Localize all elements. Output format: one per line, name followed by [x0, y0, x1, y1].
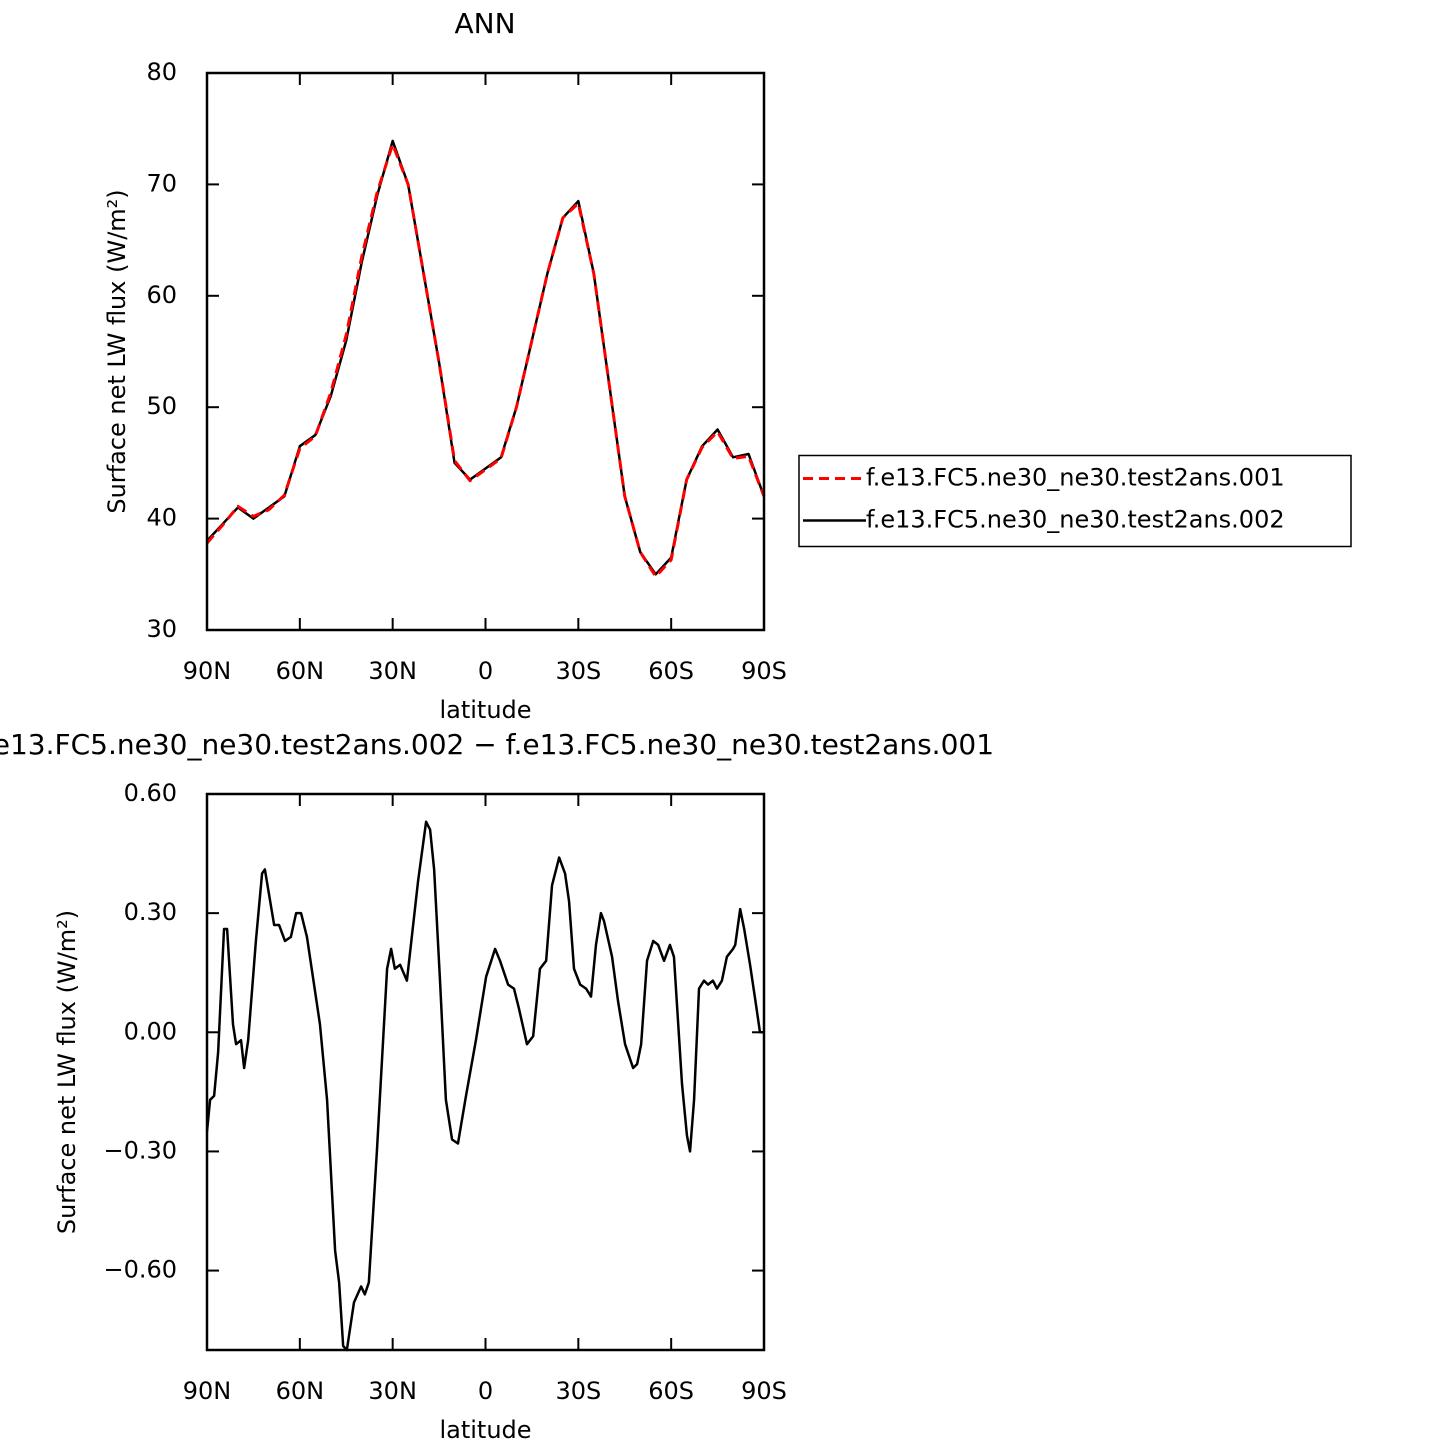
x-axis-label: latitude	[439, 1416, 531, 1444]
x-tick-label: 60N	[276, 1377, 325, 1405]
x-axis-label: latitude	[439, 696, 531, 724]
x-tick-label: 60S	[648, 1377, 694, 1405]
x-tick-label: 30S	[555, 1377, 601, 1405]
y-tick-label: 50	[146, 392, 177, 420]
x-tick-label: 30N	[368, 657, 417, 685]
y-axis-label: Surface net LW flux (W/m²)	[103, 189, 131, 513]
y-tick-label: 40	[146, 504, 177, 532]
y-tick-label: 0.30	[124, 898, 177, 926]
y-tick-label: 0.00	[124, 1017, 177, 1045]
y-tick-label: 80	[146, 58, 177, 86]
y-axis-label: Surface net LW flux (W/m²)	[53, 910, 81, 1234]
x-tick-label: 90N	[183, 657, 232, 685]
y-tick-label: 30	[146, 615, 177, 643]
y-tick-label: −0.30	[103, 1136, 177, 1164]
legend-label: f.e13.FC5.ne30_ne30.test2ans.002	[866, 506, 1285, 534]
x-tick-label: 30N	[368, 1377, 417, 1405]
x-tick-label: 0	[478, 1377, 493, 1405]
plot-frame	[205, 71, 766, 632]
y-tick-label: 60	[146, 281, 177, 309]
legend-label: f.e13.FC5.ne30_ne30.test2ans.001	[866, 464, 1285, 492]
x-tick-label: 60S	[648, 657, 694, 685]
chart-title: ANN	[454, 7, 515, 40]
x-tick-label: 90S	[741, 1377, 787, 1405]
y-tick-label: 70	[146, 169, 177, 197]
chart-title: f.e13.FC5.ne30_ne30.test2ans.002 − f.e13…	[0, 728, 994, 761]
x-tick-label: 60N	[276, 657, 325, 685]
plot-frame	[205, 792, 766, 1352]
x-tick-label: 0	[478, 657, 493, 685]
x-tick-label: 90S	[741, 657, 787, 685]
legend-box	[798, 454, 1352, 548]
data-line	[205, 820, 764, 1352]
y-tick-label: −0.60	[103, 1256, 177, 1284]
x-tick-label: 30S	[555, 657, 601, 685]
y-tick-label: 0.60	[124, 779, 177, 807]
data-line	[205, 142, 766, 579]
x-tick-label: 90N	[183, 1377, 232, 1405]
